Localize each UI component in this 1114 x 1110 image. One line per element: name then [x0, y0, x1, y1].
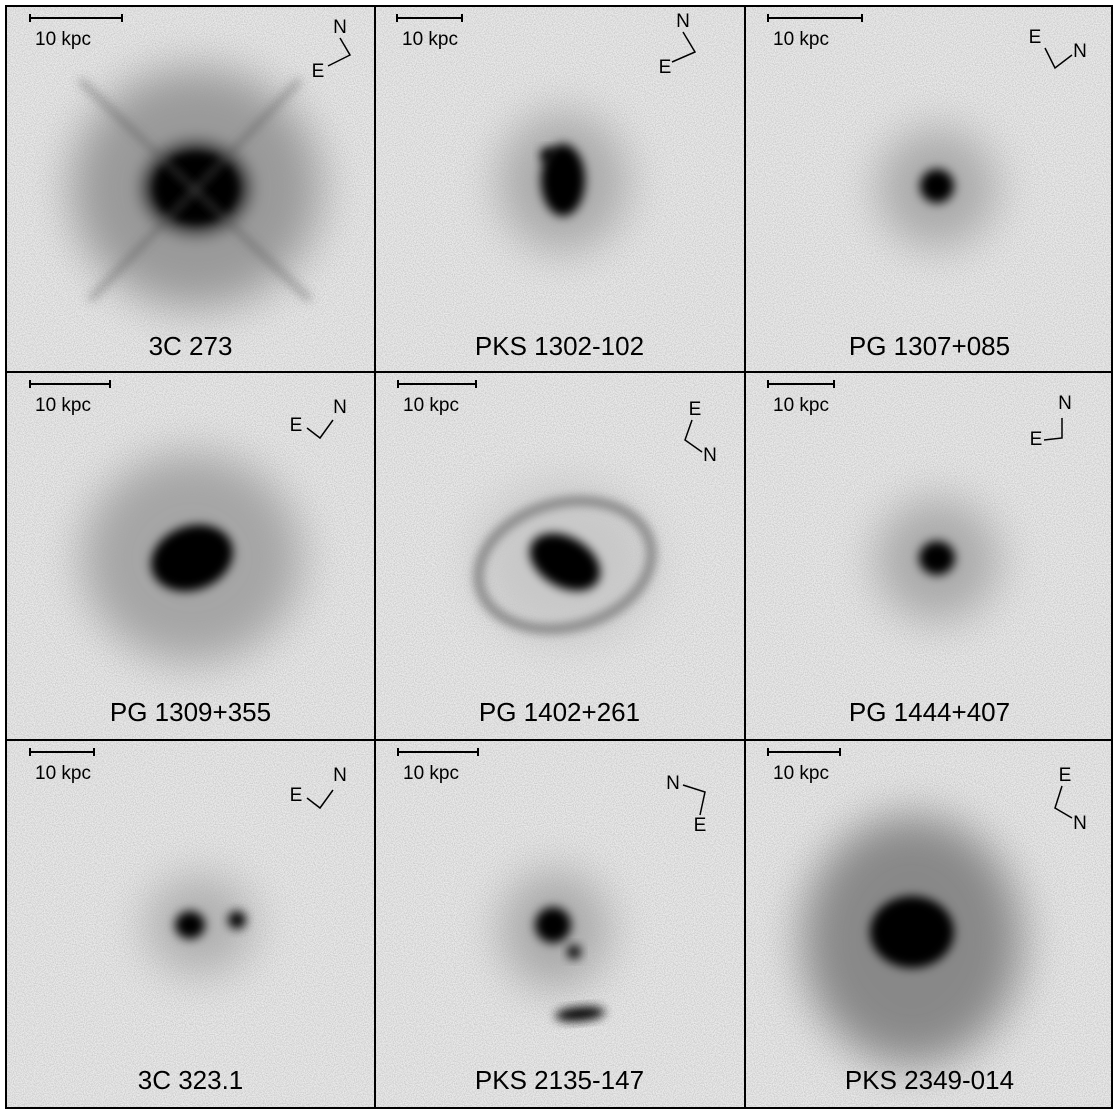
galaxy-blob: [540, 148, 556, 162]
compass-north: N: [333, 17, 347, 38]
object-name: PG 1309+355: [110, 697, 271, 727]
compass-east: E: [694, 815, 707, 836]
compass-north: N: [1058, 393, 1072, 414]
figure: 10 kpcNE3C 27310 kpcNEPKS 1302-10210 kpc…: [0, 0, 1114, 1110]
scale-label: 10 kpc: [35, 395, 91, 416]
galaxy-blob: [535, 907, 571, 943]
compass-east: E: [659, 57, 672, 78]
compass-east: E: [1029, 27, 1042, 48]
compass-east: E: [1030, 429, 1043, 450]
scale-label: 10 kpc: [773, 763, 829, 784]
scale-label: 10 kpc: [403, 395, 459, 416]
scale-label: 10 kpc: [403, 763, 459, 784]
object-name: PKS 2135-147: [475, 1065, 644, 1095]
compass-north: N: [666, 773, 680, 794]
object-name: 3C 323.1: [138, 1065, 244, 1095]
scale-label: 10 kpc: [35, 29, 91, 50]
compass-north: N: [333, 765, 347, 786]
galaxy-blob: [567, 945, 581, 959]
object-name: PG 1307+085: [849, 331, 1010, 361]
compass-east: E: [312, 61, 325, 82]
compass-north: N: [676, 11, 690, 32]
compass-east: E: [689, 399, 702, 420]
galaxy-blob: [228, 911, 246, 929]
compass-east: E: [1059, 765, 1072, 786]
object-name: PG 1444+407: [849, 697, 1010, 727]
object-name: PKS 2349-014: [845, 1065, 1014, 1095]
compass-north: N: [1073, 41, 1087, 62]
compass-north: N: [333, 397, 347, 418]
scale-label: 10 kpc: [773, 395, 829, 416]
galaxy-blob: [919, 541, 955, 575]
compass-east: E: [290, 785, 303, 806]
compass-north: N: [703, 445, 717, 466]
scale-label: 10 kpc: [402, 29, 458, 50]
scale-label: 10 kpc: [773, 29, 829, 50]
compass-north: N: [1073, 813, 1087, 834]
galaxy-blob: [175, 911, 205, 939]
scale-label: 10 kpc: [35, 763, 91, 784]
galaxy-blob: [920, 169, 954, 203]
object-name: PKS 1302-102: [475, 331, 644, 361]
object-name: 3C 273: [149, 331, 233, 361]
galaxy-blob: [870, 896, 954, 968]
compass-east: E: [290, 415, 303, 436]
object-name: PG 1402+261: [479, 697, 640, 727]
